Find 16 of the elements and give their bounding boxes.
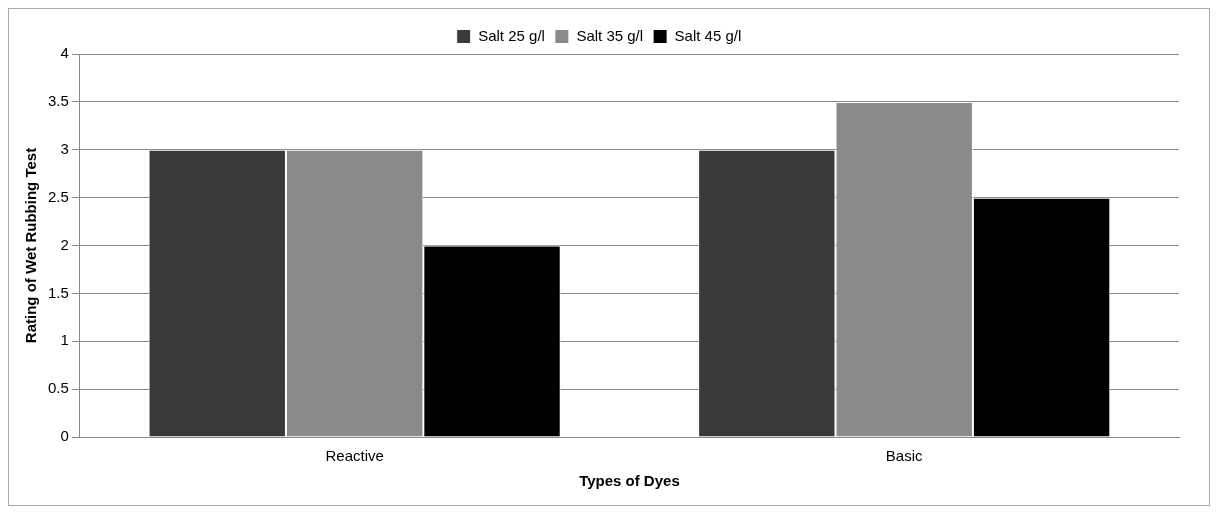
y-tick-label: 0.5	[47, 379, 69, 397]
y-tick-label: 4	[60, 44, 69, 62]
legend-label: Salt 45 g/l	[674, 26, 742, 44]
x-tick-label: Basic	[885, 447, 924, 465]
y-axis-title: Rating of Wet Rubbing Test	[22, 147, 40, 344]
y-tick-label: 3	[60, 139, 69, 157]
y-tick-label: 3.5	[47, 92, 69, 110]
y-tick-label: 1	[60, 331, 69, 349]
y-tick-label: 2.5	[47, 187, 69, 205]
legend-label: Salt 25 g/l	[478, 26, 545, 44]
x-tick-label: Reactive	[325, 447, 384, 465]
y-tick-label: 1.5	[47, 283, 69, 301]
y-tick-label: 2	[60, 235, 69, 253]
legend-label: Salt 35 g/l	[576, 26, 644, 44]
y-tick-label: 0	[60, 427, 69, 445]
x-axis-title: Types of Dyes	[579, 472, 680, 490]
